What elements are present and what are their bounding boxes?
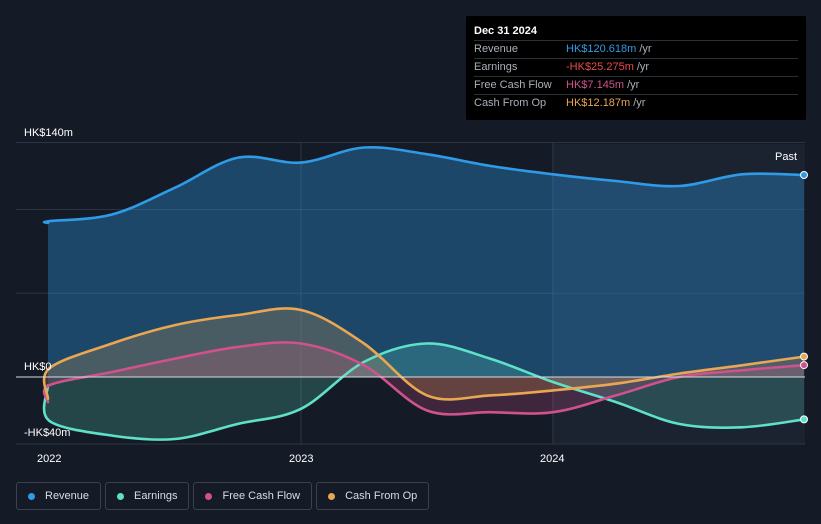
area-free-cash-flow [44,342,805,415]
legend-dot-icon [205,492,213,500]
tooltip-label: Cash From Op [474,97,547,109]
tooltip-value: HK$12.187m [566,97,631,109]
line-cash-from-op [42,307,806,401]
tooltip-label: Revenue [474,43,519,55]
line-free-cash-flow [42,341,806,416]
tooltip-value: HK$7.145m [566,79,625,91]
past-label: Past [775,151,797,163]
gridlines [16,142,805,445]
legend-item-earnings[interactable]: Earnings [105,482,190,510]
legend: Revenue Earnings Free Cash Flow Cash Fro… [16,482,430,512]
legend-label: Earnings [134,490,178,502]
legend-item-cash-from-op[interactable]: Cash From Op [316,482,430,510]
legend-dot-icon [28,492,35,500]
legend-item-revenue[interactable]: Revenue [16,482,102,510]
tooltip-row-revenue: Revenue HK$120.618m /yr [474,41,798,59]
series-end-markers [800,170,808,424]
line-earnings [42,342,806,442]
tooltip: Dec 31 2024 Revenue HK$120.618m /yr Earn… [466,16,806,120]
legend-label: Free Cash Flow [222,490,301,502]
legend-dot-icon [117,492,125,500]
y-tick-label-zero: HK$0 [24,361,52,373]
end-marker-revenue [800,170,808,179]
tooltip-label: Free Cash Flow [474,79,552,91]
x-tick-label-2022: 2022 [37,453,61,465]
series-lines [16,145,806,442]
legend-label: Revenue [45,490,90,502]
legend-label: Cash From Op [345,490,418,502]
tooltip-label: Earnings [474,61,518,73]
area-revenue [44,147,805,377]
line-revenue [42,145,806,225]
y-tick-label-top: HK$140m [24,127,73,139]
tooltip-row-free-cash-flow: Free Cash Flow HK$7.145m /yr [474,77,798,95]
tooltip-unit: /yr [627,79,640,91]
tooltip-value: HK$120.618m [566,43,637,55]
tooltip-unit: /yr [639,43,652,55]
end-marker-free-cash-flow [800,361,808,370]
series-areas [44,147,805,440]
tooltip-unit: /yr [633,97,646,109]
y-tick-label-bottom: -HK$40m [24,427,70,439]
x-tick-label-2023: 2023 [289,453,313,465]
x-tick-label-2024: 2024 [540,453,564,465]
tooltip-value: -HK$25.275m [566,61,634,73]
legend-dot-icon [328,492,336,500]
end-marker-cash-from-op [800,352,808,361]
tooltip-unit: /yr [636,61,650,73]
legend-item-free-cash-flow[interactable]: Free Cash Flow [193,482,313,510]
tooltip-row-earnings: Earnings -HK$25.275m /yr [474,59,798,77]
area-earnings [44,343,805,440]
end-marker-earnings [800,415,808,424]
tooltip-date: Dec 31 2024 [474,24,798,41]
tooltip-row-cash-from-op: Cash From Op HK$12.187m /yr [474,95,798,112]
